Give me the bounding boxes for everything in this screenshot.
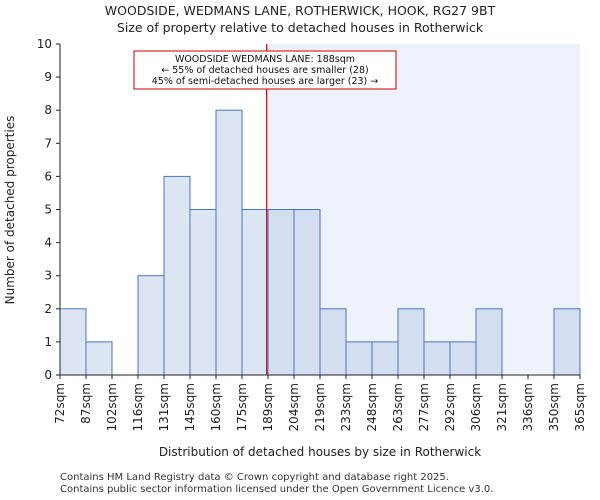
y-tick-label: 6	[44, 169, 52, 183]
bar-306sqm	[475, 308, 503, 376]
x-tick-label: 145sqm	[183, 383, 197, 431]
x-tick-label: 350sqm	[547, 383, 561, 431]
bar-87sqm	[85, 341, 113, 376]
chart-subtitle: Size of property relative to detached ho…	[116, 20, 484, 35]
x-tick-label: 248sqm	[365, 383, 379, 431]
bar-145sqm	[189, 209, 217, 376]
y-axis-label: Number of detached properties	[3, 116, 17, 305]
bar-131sqm	[163, 175, 191, 376]
bar-233sqm	[345, 341, 373, 376]
histogram-chart: 0 1 2 3 4 5 6 7 8 9 10 72sqm 87sqm 102sqm 116sqm 131sq…	[3, 37, 587, 459]
x-tick-label: 175sqm	[235, 383, 249, 431]
y-tick-label: 7	[44, 136, 52, 150]
bar-350sqm	[553, 308, 581, 376]
x-tick-label: 306sqm	[469, 383, 483, 431]
y-tick-label: 10	[37, 37, 52, 51]
y-tick-label: 0	[44, 368, 52, 382]
footer: Contains HM Land Registry data © Crown c…	[60, 472, 493, 496]
annotation-line-1: WOODSIDE WEDMANS LANE: 188sqm	[175, 54, 355, 65]
x-tick-label: 219sqm	[313, 383, 327, 431]
bar-175sqm	[241, 209, 269, 376]
x-tick-label: 131sqm	[157, 383, 171, 431]
x-tick-label: 277sqm	[417, 383, 431, 431]
bar-248sqm	[371, 341, 399, 376]
x-tick-label: 336sqm	[521, 383, 535, 431]
annotation-line-3: 45% of semi-detached houses are larger (…	[152, 76, 379, 87]
bar-204sqm	[293, 209, 321, 376]
bar-292sqm	[449, 341, 477, 376]
bar-160sqm	[215, 109, 243, 376]
x-axis-label: Distribution of detached houses by size …	[159, 445, 481, 459]
y-tick-label: 5	[44, 203, 52, 217]
y-tick-label: 3	[44, 269, 52, 283]
x-tick-label: 116sqm	[131, 383, 145, 431]
x-tick-label: 233sqm	[339, 383, 353, 431]
footer-line-2: Contains public sector information licen…	[60, 484, 494, 495]
annotation-box: WOODSIDE WEDMANS LANE: 188sqm ← 55% of d…	[133, 50, 397, 90]
bar-189sqm	[267, 209, 295, 376]
y-tick-label: 2	[44, 302, 52, 316]
x-tick-label: 263sqm	[391, 383, 405, 431]
x-tick-label: 365sqm	[573, 383, 587, 431]
x-tick-label: 102sqm	[105, 383, 119, 431]
bar-72sqm	[59, 308, 87, 376]
bar-219sqm	[319, 308, 347, 376]
x-tick-label: 321sqm	[495, 383, 509, 431]
chart-title: WOODSIDE, WEDMANS LANE, ROTHERWICK, HOOK…	[104, 3, 496, 18]
y-tick-label: 8	[44, 103, 52, 117]
x-tick-label: 204sqm	[287, 383, 301, 431]
bar-263sqm	[397, 308, 425, 376]
y-tick-label: 9	[44, 70, 52, 84]
bar-116sqm	[137, 275, 165, 376]
footer-line-1: Contains HM Land Registry data © Crown c…	[60, 472, 449, 483]
x-tick-label: 72sqm	[53, 383, 67, 424]
y-tick-label: 4	[44, 236, 52, 250]
annotation-line-2: ← 55% of detached houses are smaller (28…	[161, 65, 368, 76]
x-tick-label: 292sqm	[443, 383, 457, 431]
bar-277sqm	[423, 341, 451, 376]
x-tick-label: 87sqm	[79, 383, 93, 424]
y-tick-label: 1	[44, 335, 52, 349]
x-tick-label: 160sqm	[209, 383, 223, 431]
x-tick-label: 189sqm	[261, 383, 275, 431]
